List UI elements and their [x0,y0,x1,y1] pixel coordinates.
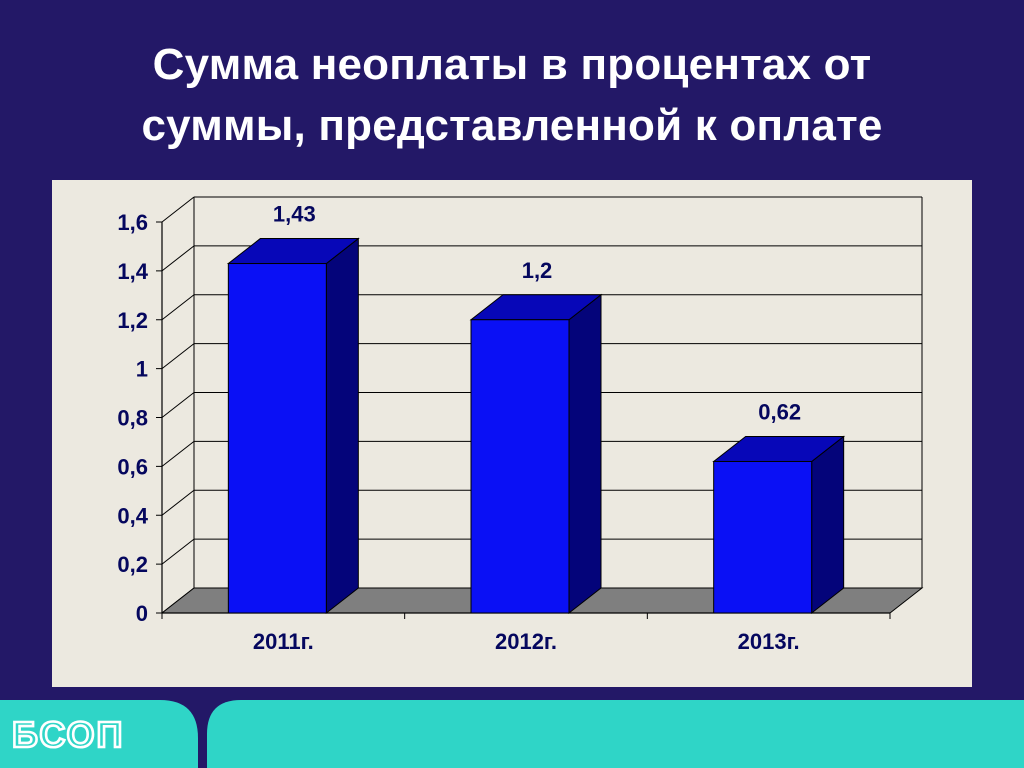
gridline-side [161,538,195,565]
bar-side [811,435,845,615]
bar [227,263,327,614]
x-tick-label: 2011г. [253,629,314,654]
title-line-1: Сумма неоплаты в процентах от [152,40,872,89]
footer-band: БСОП [0,700,1024,768]
y-tick-label: 0 [136,601,148,626]
value-label: 0,62 [758,399,801,424]
value-label: 1,43 [273,202,316,227]
y-tick-label: 0,8 [117,406,148,431]
gridline-side [161,343,195,370]
bar-chart: 0 0,2 0,4 0,6 0,8 1 1,2 1,4 1,6 1,43 2011г. 1,2 2012… [117,196,924,654]
gridline-side [161,440,195,467]
y-tick-label: 1,4 [117,259,148,284]
slide-title: Сумма неоплаты в процентах от суммы, пре… [0,34,1024,156]
gridline-side [161,392,195,418]
bar [470,319,570,614]
bar-side [568,293,602,615]
y-tick-label: 1,6 [117,210,148,235]
chart-panel: 0 0,2 0,4 0,6 0,8 1 1,2 1,4 1,6 1,43 2011г. 1,2 2012… [52,180,972,687]
x-tick-label: 2012г. [495,629,557,654]
gridline-side [161,489,195,516]
footer-left-shape [0,700,198,768]
y-tick-label: 0,4 [117,503,148,528]
title-line-2: суммы, представленной к оплате [141,101,883,150]
y-tick-label: 0,6 [117,454,148,479]
gridline-side [161,245,195,272]
y-tick-label: 0,2 [117,552,148,577]
gridline-side [161,196,195,223]
bar-side [325,237,359,615]
x-tick-label: 2013г. [738,629,800,654]
bar [713,460,813,614]
footer-right-shape [207,700,1024,768]
y-tick-label: 1,2 [117,308,148,333]
logo: БСОП [12,714,124,755]
gridline-side [161,294,195,321]
value-label: 1,2 [522,258,553,283]
y-tick-label: 1 [136,357,148,382]
